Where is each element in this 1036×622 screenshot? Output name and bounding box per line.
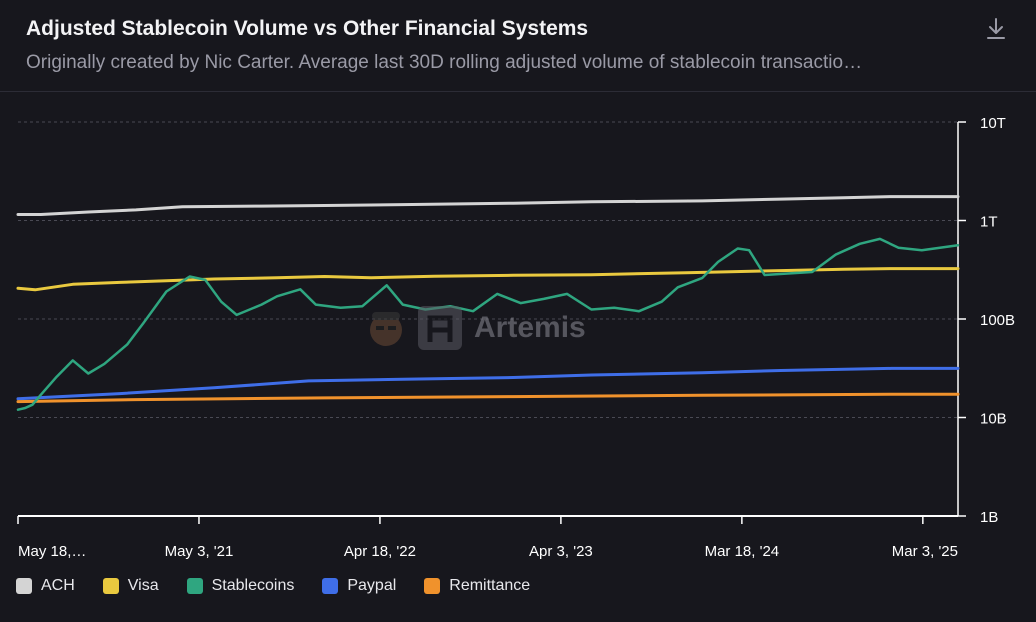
legend-item-paypal[interactable]: Paypal (322, 577, 396, 595)
chart-subtitle: Originally created by Nic Carter. Averag… (26, 52, 863, 73)
legend-item-visa[interactable]: Visa (102, 577, 159, 595)
legend-swatch (424, 578, 441, 594)
series-line-visa (16, 267, 960, 292)
x-tick-label: Mar 3, '25 (892, 543, 958, 560)
legend-label: Paypal (347, 577, 397, 594)
chart-plot: 10T 1T 100B 10B 1B May 18,… May 3, '21 Apr 18, … (16, 115, 1015, 560)
y-tick-label: 10T (980, 115, 1006, 132)
artemis-logo-icon (418, 306, 462, 350)
legend-label: Stablecoins (211, 577, 295, 594)
series-line-paypal (16, 366, 960, 401)
legend-label: Visa (127, 577, 159, 594)
x-tick-label: May 3, '21 (165, 543, 234, 560)
x-tick-label: Apr 3, '23 (529, 543, 593, 560)
legend-item-remittance[interactable]: Remittance (424, 577, 530, 595)
x-tick-label: Mar 18, '24 (705, 543, 780, 560)
y-tick-label: 100B (980, 312, 1015, 329)
legend-swatch (186, 578, 203, 594)
legend-swatch (102, 578, 119, 594)
legend-swatch (322, 578, 339, 594)
y-tick-label: 1B (980, 509, 998, 526)
artemis-watermark: Artemis (362, 304, 586, 352)
legend-swatch (16, 578, 32, 594)
legend-item-ach[interactable]: ACH (16, 577, 75, 595)
x-tick-label: Apr 18, '22 (344, 543, 416, 560)
avatar-logo-icon (370, 312, 402, 346)
download-icon[interactable] (984, 16, 1008, 42)
watermark-text: Artemis (474, 311, 586, 344)
chart-title: Adjusted Stablecoin Volume vs Other Fina… (26, 17, 589, 40)
x-tick-label: May 18,… (18, 543, 86, 560)
series-line-ach (16, 195, 960, 216)
legend-label: Remittance (449, 577, 531, 594)
legend-label: ACH (41, 577, 75, 594)
chart-header: Adjusted Stablecoin Volume vs Other Fina… (0, 0, 1036, 92)
y-tick-label: 1T (980, 214, 998, 231)
y-tick-label: 10B (980, 411, 1007, 428)
series-line-remittance (16, 392, 960, 404)
chart-legend: ACH Visa Stablecoins Paypal Remittance (16, 574, 558, 598)
legend-item-stablecoins[interactable]: Stablecoins (186, 577, 295, 595)
